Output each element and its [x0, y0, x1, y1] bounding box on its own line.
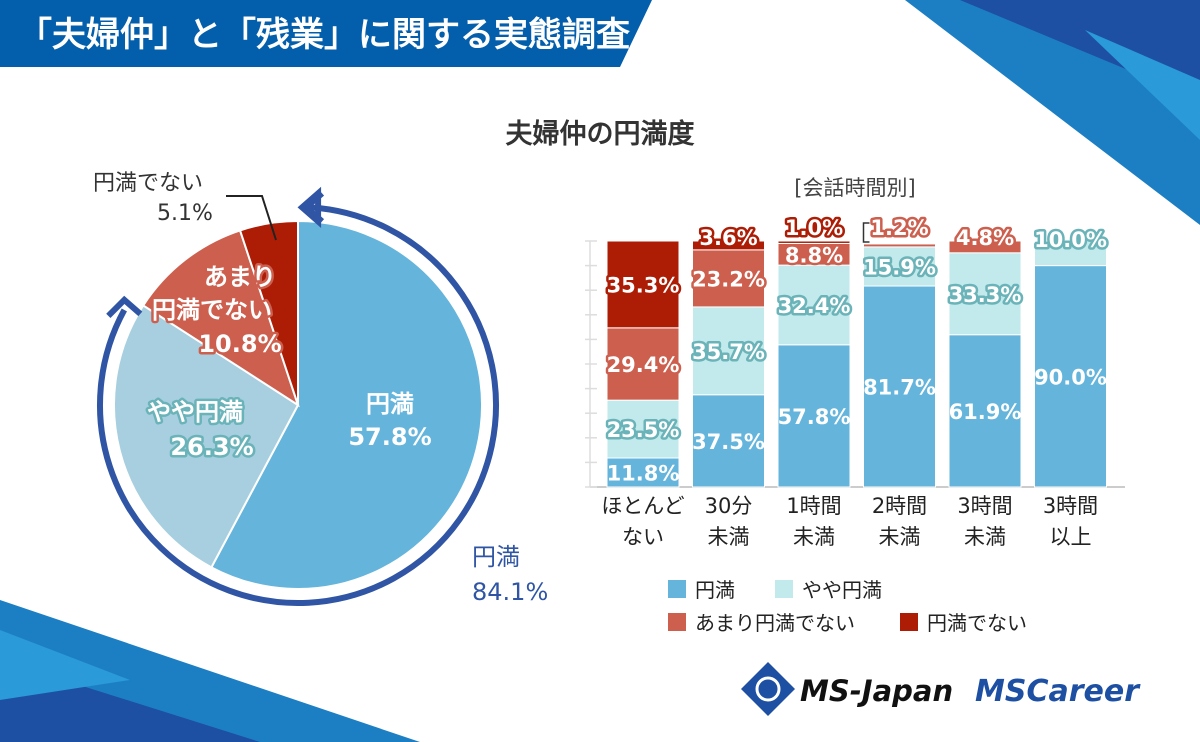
- pie-value-yaya: 26.3%: [170, 433, 253, 461]
- total-value: 84.1%: [472, 578, 548, 606]
- bar-segment: [948, 252, 1022, 336]
- x-tick-label: 30分: [705, 494, 753, 518]
- pie-slice: [238, 219, 299, 406]
- pie-slice: [141, 229, 300, 408]
- bar-segment: [606, 457, 680, 488]
- x-tick-label: 未満: [879, 525, 921, 549]
- bar-value-label: 35.3%: [607, 273, 680, 297]
- pie-label-denai: 円満でない: [93, 171, 203, 196]
- ms-japan-logo: MS-Japan: [741, 662, 953, 716]
- ms-japan-text: MS-Japan: [800, 674, 953, 708]
- pie-value-enman: 57.8%: [348, 423, 431, 451]
- bar-value-label: 35.7%: [692, 340, 765, 364]
- bar-segment: [606, 399, 680, 459]
- bar-value-label: 1.0%: [785, 216, 843, 240]
- bar-segment: [1034, 240, 1107, 267]
- bar-value-label: 81.7%: [863, 376, 936, 400]
- ms-japan-diamond-icon: [741, 662, 795, 716]
- legend-swatch: [900, 613, 918, 631]
- legend-label: やや円満: [802, 578, 882, 602]
- pie-value-denai: 5.1%: [157, 201, 213, 226]
- x-tick-label: 1時間: [786, 494, 841, 518]
- legend-label: あまり円満でない: [695, 611, 855, 635]
- bar-segment: [948, 334, 1022, 488]
- bar-value-label: 8.8%: [785, 243, 843, 267]
- pie-slice: [210, 219, 483, 590]
- pie-label-amari-1: あまり: [204, 263, 276, 291]
- bracket: [862, 222, 870, 243]
- bar-value-label: 29.4%: [607, 353, 680, 377]
- x-tick-label: 2時間: [872, 494, 927, 518]
- arrowhead-left-icon: [106, 295, 143, 319]
- bar-segment: [692, 394, 765, 488]
- legend-label: 円満: [695, 578, 735, 602]
- legend-swatch: [668, 613, 686, 631]
- bar-value-label: 15.9%: [863, 255, 936, 279]
- total-label: 円満: [472, 543, 520, 571]
- bar-segment: [863, 246, 936, 287]
- x-tick-label: ない: [622, 525, 664, 549]
- bar-value-label: 23.2%: [692, 267, 765, 291]
- pie-label-yaya: やや円満: [147, 398, 243, 426]
- bar-value-label: 33.3%: [949, 283, 1022, 307]
- legend-swatch: [775, 580, 793, 598]
- x-tick-label: 未満: [793, 525, 835, 549]
- x-tick-label: 3時間: [957, 494, 1012, 518]
- pie-slice: [113, 304, 300, 569]
- bar-value-label: 61.9%: [949, 400, 1022, 424]
- decor-top-right-light: [1085, 30, 1200, 140]
- x-tick-label: 未満: [964, 525, 1006, 549]
- bar-value-label: 3.6%: [699, 226, 757, 250]
- header-banner: [0, 0, 652, 67]
- bar-value-label: 37.5%: [692, 430, 765, 454]
- pie-title: 夫婦仲の円満度: [506, 118, 695, 150]
- leader-line: [226, 195, 277, 241]
- x-tick-label: 3時間: [1043, 494, 1098, 518]
- bar-segment: [692, 240, 765, 251]
- ms-career-logo: MSCareer: [975, 674, 1141, 709]
- bar-segment: [948, 240, 1022, 254]
- bar-segment: [777, 344, 851, 488]
- pie-chart: 円満57.8%やや円満26.3%あまり円満でない10.8%円満でない5.1%円満…: [93, 171, 548, 606]
- bar-value-label: 32.4%: [778, 294, 851, 318]
- legend-label: 円満でない: [927, 611, 1027, 635]
- logo-ring: [755, 676, 781, 702]
- x-tick-label: ほとんど: [601, 494, 684, 518]
- enman-total-arc: [97, 204, 499, 606]
- bar-value-label: 4.8%: [956, 226, 1014, 250]
- bar-segment: [777, 264, 851, 346]
- bar-value-label: 90.0%: [1034, 365, 1107, 389]
- bar-segment: [692, 306, 765, 396]
- bar-segment: [606, 240, 680, 329]
- x-tick-label: 以上: [1050, 525, 1092, 549]
- bar-segment: [1034, 265, 1107, 488]
- bar-segment: [606, 327, 680, 401]
- bar-value-label: 10.0%: [1034, 228, 1107, 252]
- arrowhead-top-icon: [301, 191, 325, 224]
- pie-label-amari-2: 円満でない: [152, 296, 272, 324]
- pie-label-enman: 円満: [366, 390, 414, 418]
- bar-segment: [863, 243, 936, 248]
- x-tick-label: 未満: [708, 525, 750, 549]
- header-title: 「夫婦仲」と「残業」に関する実態調査: [18, 15, 630, 55]
- bar-value-label: 11.8%: [607, 461, 680, 485]
- bar-value-label: 23.5%: [607, 418, 680, 442]
- bar-subtitle: [会話時間別]: [794, 176, 915, 200]
- decor-bottom-left-light: [0, 630, 130, 700]
- legend-swatch: [668, 580, 686, 598]
- bar-value-label: 1.2%: [870, 216, 928, 240]
- bar-value-label: 57.8%: [778, 405, 851, 429]
- bar-segment: [777, 240, 851, 244]
- bar-segment: [692, 249, 765, 308]
- pie-value-amari: 10.8%: [198, 330, 281, 358]
